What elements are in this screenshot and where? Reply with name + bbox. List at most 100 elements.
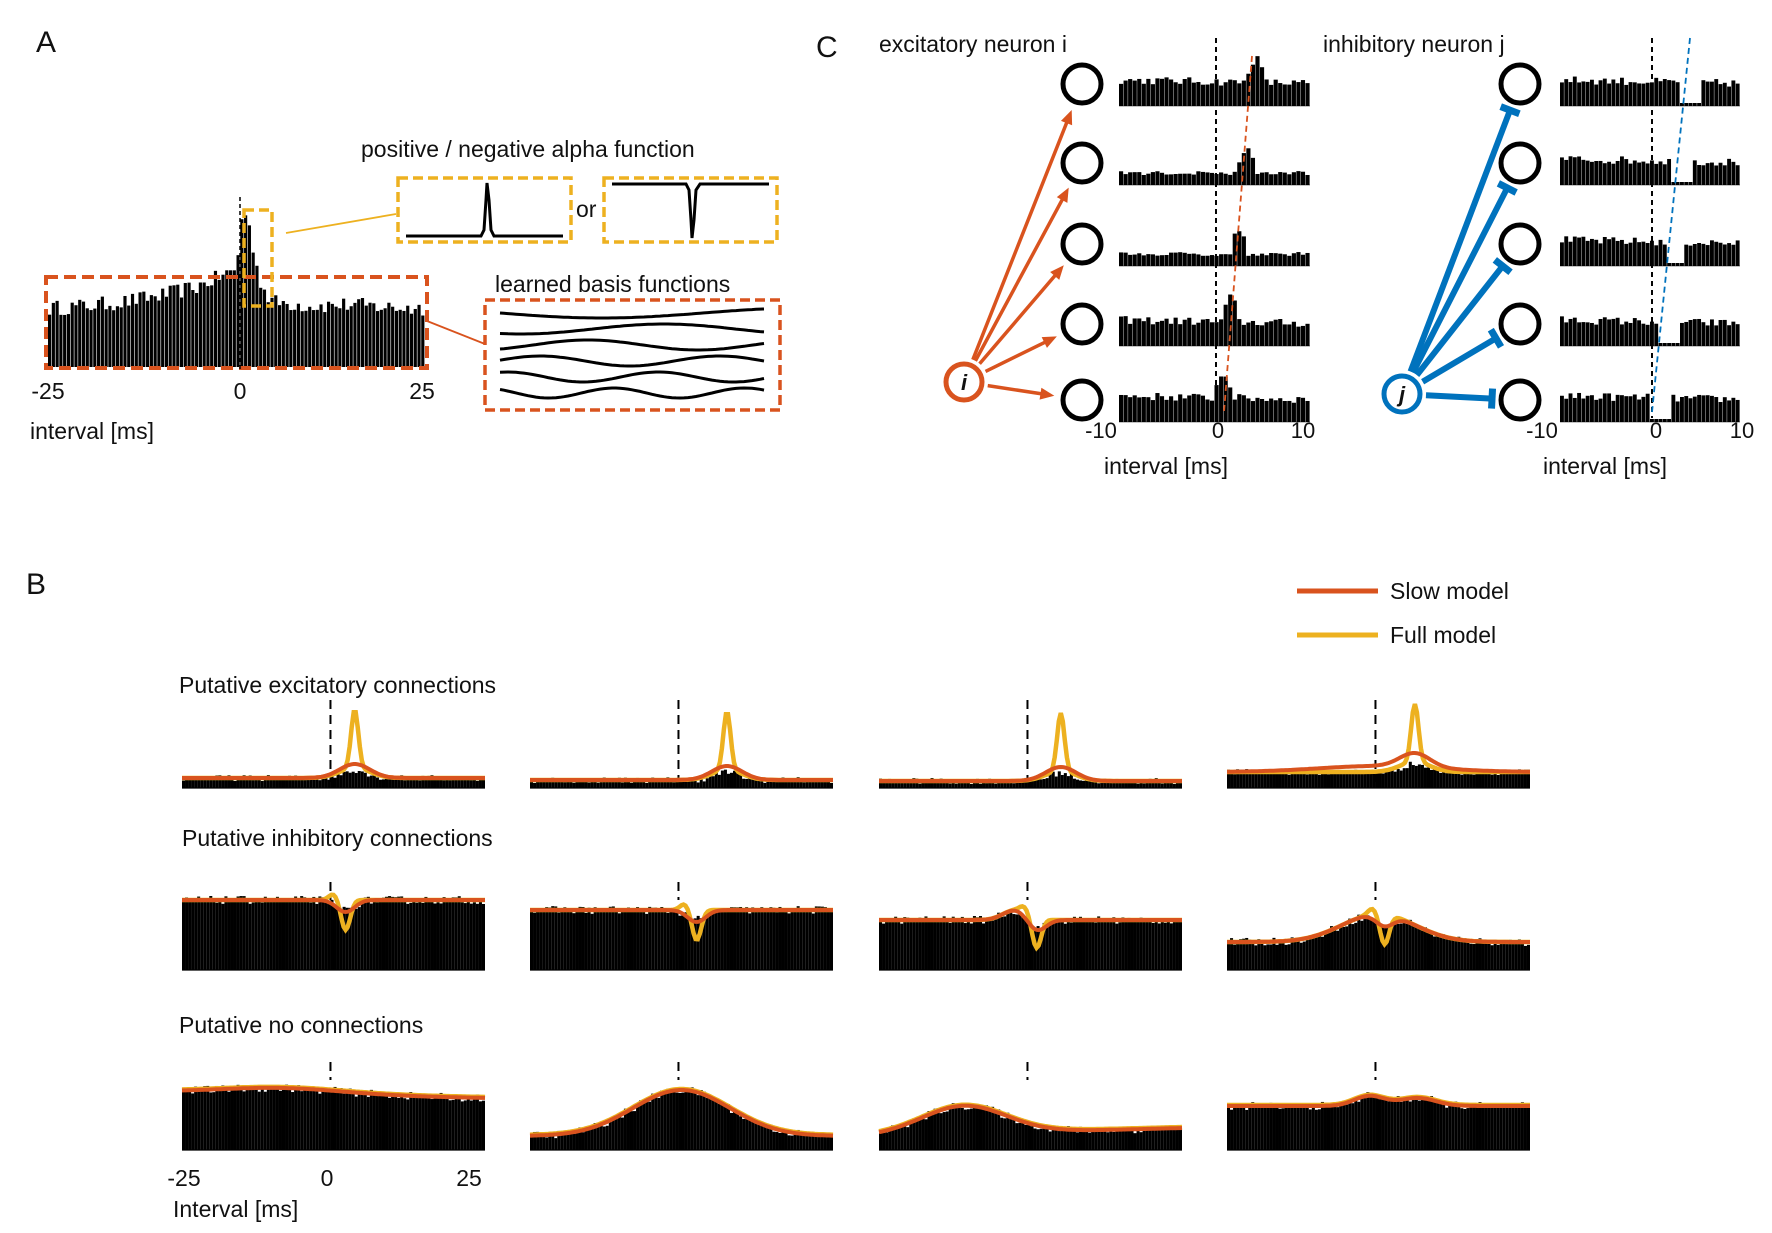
ccg-bar xyxy=(645,1100,649,1150)
arrowhead-2 xyxy=(1056,187,1069,203)
ccg-bar xyxy=(823,1135,827,1150)
ccg-bar xyxy=(702,781,706,788)
ccg-bar xyxy=(1317,935,1321,970)
crosscorr-bar xyxy=(1611,318,1616,346)
ccg-bar xyxy=(1411,925,1415,970)
ccg-bar xyxy=(879,778,883,788)
ccg-bar xyxy=(206,779,210,788)
ccg-bar xyxy=(324,1088,328,1150)
crosscorr-bar xyxy=(1209,83,1215,106)
ccg-bar xyxy=(882,779,886,788)
crosscorr-bar xyxy=(1178,252,1183,266)
ccg-bar xyxy=(406,777,410,788)
inhibitory-bar-end-1 xyxy=(1499,103,1521,117)
ccg-bar xyxy=(1163,780,1167,788)
crosscorr-bar xyxy=(1650,321,1654,346)
crosscorr-bar xyxy=(1650,240,1654,266)
ccg-bar xyxy=(1012,1118,1016,1150)
ccg-bar xyxy=(639,911,643,970)
crosscorr-bar xyxy=(1731,80,1736,106)
ccg-bar xyxy=(409,1092,413,1150)
ccg-bar xyxy=(272,900,276,970)
ccg-bar xyxy=(560,1131,564,1150)
ccg-bar xyxy=(636,777,640,788)
crosscorr-bar xyxy=(1123,174,1128,185)
ccg-bar xyxy=(900,923,904,970)
ccg-bar xyxy=(808,1131,812,1150)
ccg-bar xyxy=(1345,772,1349,788)
ccg-bar xyxy=(775,779,779,788)
correlogram-bar xyxy=(59,314,63,367)
ccg-bar xyxy=(381,779,386,788)
ccg-bar xyxy=(930,1113,934,1150)
crosscorr-bar xyxy=(1684,396,1689,422)
crosscorr-bar xyxy=(1598,398,1603,422)
crosscorr-bar xyxy=(1196,254,1201,266)
ccg-bar xyxy=(254,1087,258,1150)
ccg-bar xyxy=(666,777,670,788)
crosscorr-bar xyxy=(1164,174,1169,185)
ccg-bar xyxy=(1009,1115,1013,1150)
crosscorr-bar xyxy=(1150,400,1155,422)
ccg-bar xyxy=(1469,943,1473,970)
ccg-bar xyxy=(617,1115,621,1150)
ccg-bar xyxy=(985,783,989,788)
crosscorr-bar xyxy=(1572,76,1577,106)
crosscorr-bar xyxy=(1620,324,1624,346)
crosscorr-bar xyxy=(1232,399,1237,422)
ccg-bar xyxy=(424,1097,428,1150)
crosscorr-bar xyxy=(1637,399,1642,422)
target-neuron-2 xyxy=(1060,141,1104,185)
ccg-bar xyxy=(1430,1096,1434,1150)
ccg-bar xyxy=(424,779,428,788)
basis-box xyxy=(483,298,782,412)
ccg-bar xyxy=(711,911,715,970)
crosscorr-bar xyxy=(1637,83,1642,106)
crosscorr-bar xyxy=(1611,400,1616,422)
ccg-bar xyxy=(218,1086,222,1150)
ccg-bar xyxy=(324,777,328,788)
ccg-bar xyxy=(991,1106,995,1150)
ccg-bar xyxy=(1384,1097,1388,1150)
ccg-bar xyxy=(1088,1132,1092,1150)
crosscorr-bar xyxy=(1205,255,1210,266)
ccg-bar xyxy=(1272,772,1276,788)
a-tick-left: -25 xyxy=(31,378,64,404)
crosscorr-bar xyxy=(1564,159,1569,185)
crosscorr-bar xyxy=(1178,324,1183,346)
ccg-bar xyxy=(433,903,437,970)
ccg-bar xyxy=(1445,773,1449,788)
ccg-bar xyxy=(888,778,892,788)
ccg-bar xyxy=(705,778,709,788)
crosscorr-bar xyxy=(1727,158,1732,185)
crosscorr-bar xyxy=(1697,243,1702,266)
ccg-bar xyxy=(451,778,455,788)
crosscorr-bar xyxy=(1159,320,1165,346)
ccg-bar xyxy=(472,777,476,788)
basis-function-1 xyxy=(499,307,765,320)
ccg-bar xyxy=(448,1100,452,1150)
crosscorr-bar xyxy=(1191,324,1196,346)
crosscorr-bar xyxy=(1620,239,1624,266)
ccg-bar xyxy=(975,778,979,788)
ccg-bar xyxy=(1366,770,1370,788)
ccg-bar xyxy=(811,913,815,970)
ccg-bar xyxy=(1469,774,1473,788)
crosscorr-bar xyxy=(1219,319,1224,346)
ccg-bar xyxy=(227,775,231,788)
crosscorr-bar xyxy=(1675,263,1680,266)
ccg-bar xyxy=(1136,1130,1140,1150)
crosscorr-bar xyxy=(1684,244,1689,266)
crosscorr-bar xyxy=(1123,316,1128,346)
ccg-bar xyxy=(1045,778,1049,788)
crosscorr-bar xyxy=(1654,77,1659,106)
ccg-bar xyxy=(315,903,319,970)
ccg-bar xyxy=(1172,918,1176,970)
ccg-bar xyxy=(751,1121,755,1150)
ccg-bar xyxy=(272,777,276,788)
ccg-bar xyxy=(602,1126,606,1150)
crosscorr-bar xyxy=(1731,161,1736,185)
ccg-bar xyxy=(1133,918,1137,970)
ccg-bar xyxy=(1097,1128,1101,1150)
correlogram-bar xyxy=(210,285,214,367)
